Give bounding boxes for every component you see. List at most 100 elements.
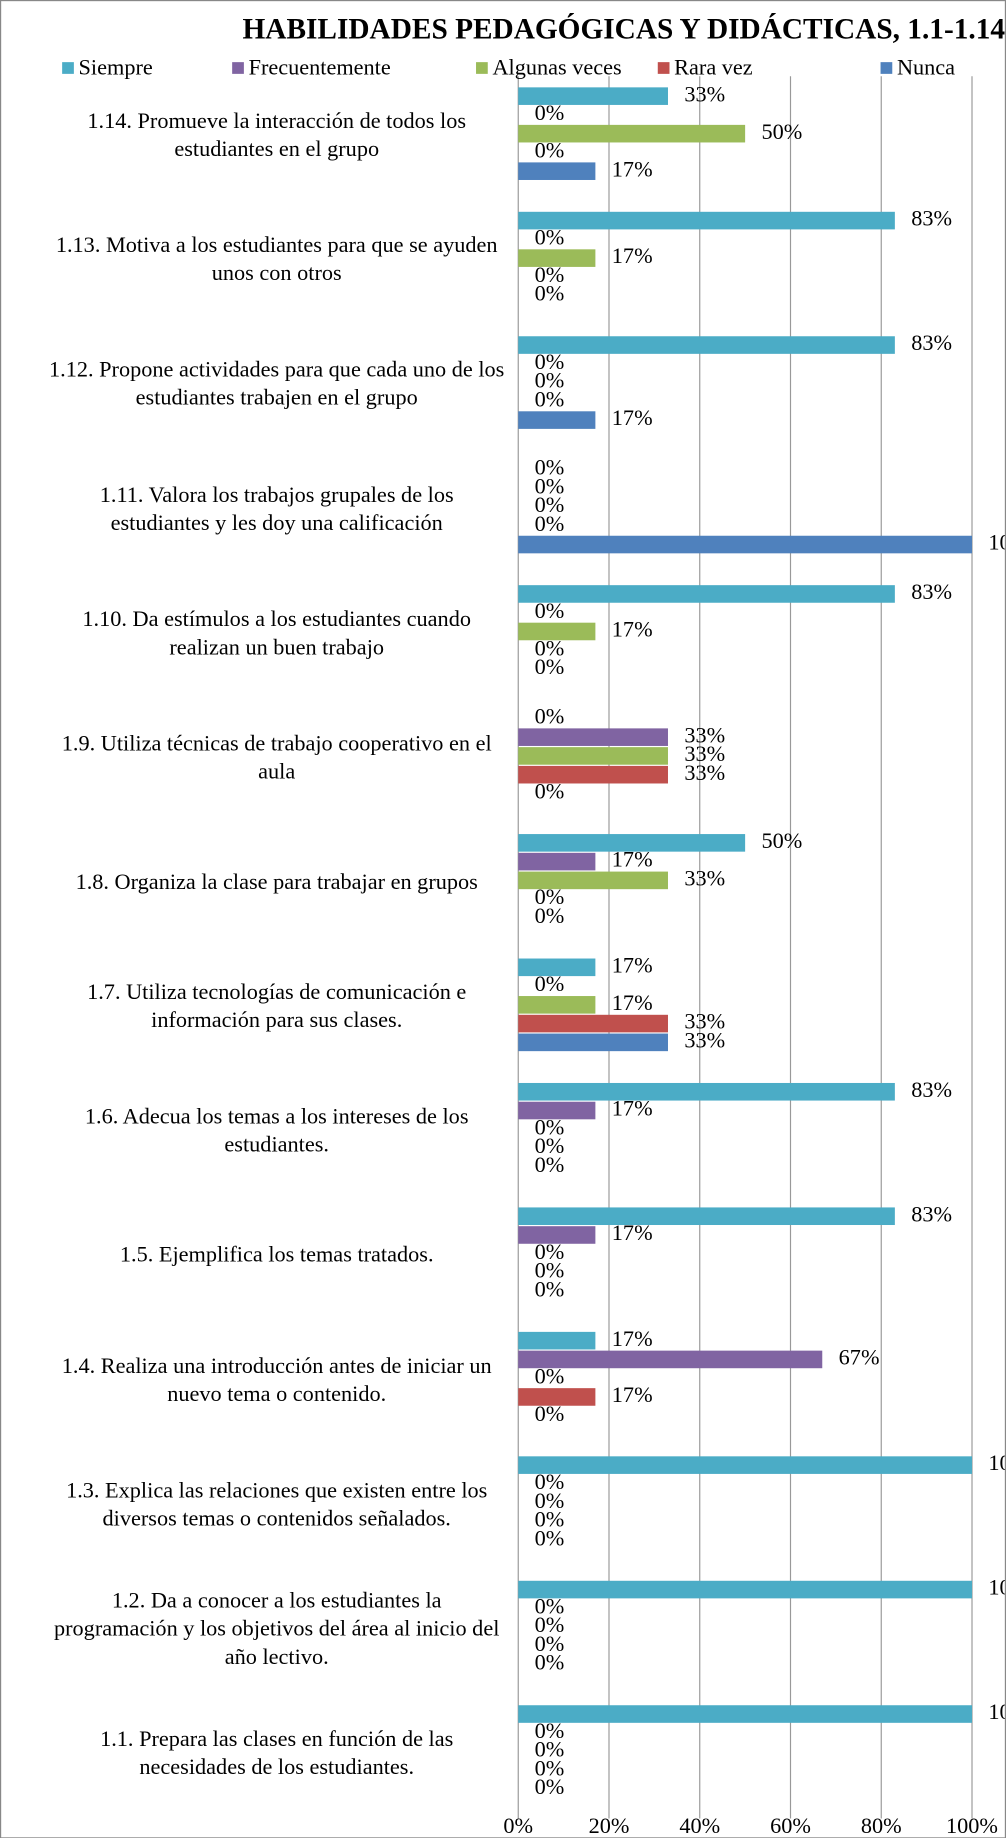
bar [518, 996, 596, 1014]
bar [518, 1580, 973, 1599]
data-label: 0% [535, 1258, 565, 1283]
bar [518, 585, 895, 603]
data-label: 0% [535, 635, 565, 660]
legend-swatch [476, 62, 488, 74]
x-tick-label: 20% [589, 1813, 630, 1838]
data-label: 17% [612, 1096, 653, 1121]
data-label: 0% [535, 1469, 565, 1494]
category-label: 1.7. Utiliza tecnologías de comunicación… [87, 980, 467, 1034]
bar [518, 765, 668, 784]
data-label: 0% [535, 281, 565, 306]
data-label: 0% [535, 1239, 565, 1264]
data-label: 0% [535, 1774, 565, 1799]
data-label: 0% [535, 511, 565, 536]
data-label: 0% [535, 779, 565, 804]
data-label: 0% [535, 1276, 565, 1301]
legend-label: Siempre [79, 54, 153, 79]
data-label: 0% [535, 224, 565, 249]
data-label: 50% [762, 828, 803, 853]
x-tick-label: 100% [946, 1813, 998, 1838]
data-label: 100% [988, 1450, 1006, 1475]
data-label: 100% [988, 1699, 1006, 1724]
data-label: 0% [535, 1507, 565, 1532]
data-label: 33% [684, 741, 725, 766]
data-label: 83% [911, 1077, 952, 1102]
data-label: 0% [535, 1755, 565, 1780]
data-label: 33% [684, 81, 725, 106]
x-tick-label: 80% [861, 1813, 902, 1838]
data-label: 0% [535, 903, 565, 928]
data-label: 0% [535, 598, 565, 623]
bar [518, 958, 596, 977]
data-label: 100% [988, 530, 1006, 555]
data-label: 0% [535, 704, 565, 729]
legend-label: Nunca [897, 54, 955, 79]
category-label: 1.10. Da estímulos a los estudiantes cua… [82, 606, 471, 660]
bar [518, 1226, 596, 1244]
data-label: 17% [612, 1220, 653, 1245]
bar [518, 852, 596, 871]
data-label: 0% [535, 1718, 565, 1743]
x-tick-label: 60% [770, 1813, 811, 1838]
data-label: 0% [535, 1401, 565, 1426]
data-label: 0% [535, 971, 565, 996]
bar [518, 1331, 596, 1350]
category-label: 1.13. Motiva a los estudiantes para que … [55, 233, 498, 287]
legend-label: Algunas veces [492, 54, 621, 79]
data-label: 17% [612, 1382, 653, 1407]
bar [518, 728, 668, 746]
bar [518, 1388, 596, 1406]
data-label: 0% [535, 262, 565, 287]
bar [518, 336, 895, 354]
category-label: 1.12. Propone actividades para que cada … [49, 358, 505, 411]
data-label: 67% [839, 1345, 880, 1370]
legend-swatch [657, 62, 670, 74]
bar [518, 1014, 668, 1033]
data-label: 17% [612, 405, 653, 430]
data-label: 17% [612, 990, 653, 1015]
data-label: 0% [535, 1114, 565, 1139]
bar [518, 871, 668, 890]
data-label: 0% [535, 1631, 565, 1656]
category-label: 1.6. Adecua los temas a los intereses de… [84, 1104, 469, 1158]
bar [518, 1101, 596, 1120]
data-label: 0% [535, 1593, 565, 1618]
data-label: 17% [612, 1326, 653, 1351]
bar [518, 622, 596, 641]
data-label: 100% [988, 1575, 1006, 1600]
data-label: 0% [535, 349, 565, 374]
data-label: 33% [684, 722, 725, 747]
data-label: 0% [535, 100, 565, 125]
data-label: 83% [911, 206, 952, 231]
category-label: 1.14. Promueve la interacción de todos l… [87, 109, 467, 162]
data-label: 0% [535, 1363, 565, 1388]
data-label: 0% [535, 455, 565, 480]
bar [518, 411, 596, 429]
data-label: 83% [911, 579, 952, 604]
chart-title: HABILIDADES PEDAGÓGICAS Y DIDÁCTICAS, 1.… [242, 14, 1006, 46]
data-label: 0% [535, 138, 565, 163]
data-label: 0% [535, 1612, 565, 1637]
legend-label: Rara vez [674, 54, 753, 79]
data-label: 17% [612, 847, 653, 872]
data-label: 17% [612, 243, 653, 268]
category-label: 1.1. Prepara las clases en función de la… [100, 1727, 454, 1780]
data-label: 17% [612, 617, 653, 642]
bar [518, 124, 746, 143]
data-label: 33% [684, 1009, 725, 1034]
legend-swatch [62, 62, 74, 74]
data-label: 83% [911, 330, 952, 355]
bar [518, 834, 746, 852]
bar [518, 1705, 973, 1723]
data-label: 33% [684, 1027, 725, 1052]
data-label: 0% [535, 1650, 565, 1675]
bar [518, 1456, 973, 1474]
x-tick-label: 40% [679, 1813, 720, 1838]
data-label: 0% [535, 1488, 565, 1513]
bar [518, 1350, 823, 1369]
bar [518, 162, 596, 180]
category-label: 1.8. Organiza la clase para trabajar en … [75, 869, 478, 895]
bar [518, 1033, 668, 1052]
data-label: 0% [535, 386, 565, 411]
